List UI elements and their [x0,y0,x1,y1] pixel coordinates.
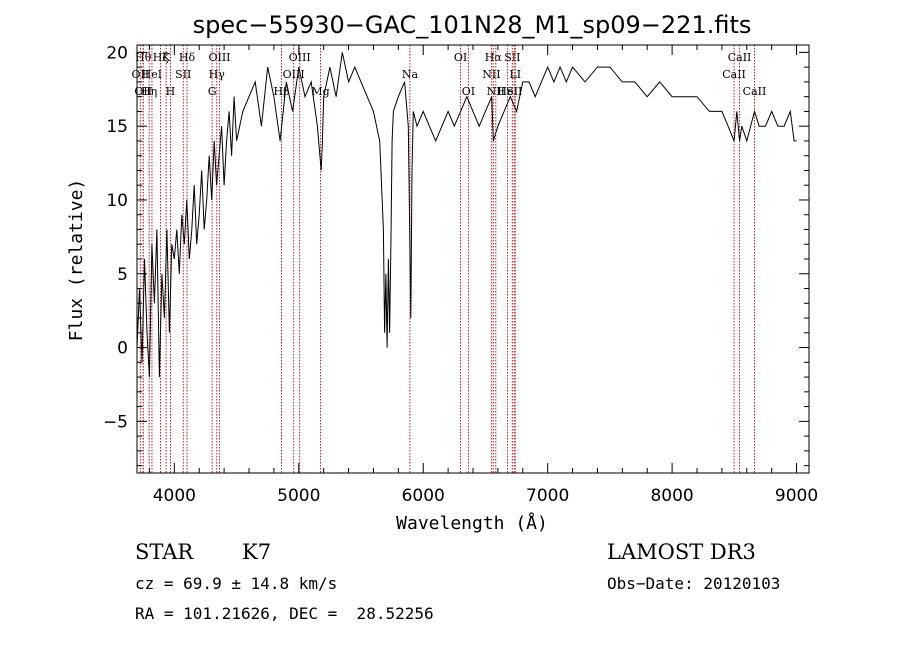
line-marker-label: H [166,85,176,98]
x-tick-label: 4000 [153,486,196,506]
plot-frame [136,44,810,474]
line-marker-label: Hδ [179,51,196,64]
line-marker-label: Hγ [209,68,226,81]
line-marker-label: SII [175,68,191,81]
y-axis-ticks: −5 0 5 10 15 20 [103,43,809,467]
spectrum-plot [136,52,797,378]
survey-name: LAMOST DR3 [607,540,756,564]
line-marker-label: OI [454,51,467,64]
y-axis-label: Flux (relative) [66,179,87,342]
x-tick-label: 6000 [402,486,445,506]
x-axis-ticks: 4000 5000 6000 7000 8000 9000 [148,45,818,506]
observation-date: Obs−Date: 20120103 [607,574,781,593]
line-marker-label: CaII [728,51,752,64]
y-tick-label: 5 [117,265,128,285]
y-tick-label: 0 [117,339,128,359]
x-tick-label: 8000 [650,486,693,506]
x-axis-label: Wavelength (Å) [396,512,548,534]
x-tick-label: 5000 [277,486,320,506]
line-marker-label: K [162,51,171,64]
line-marker-label: OI [462,85,475,98]
line-marker-label: OIII [208,51,230,64]
y-tick-label: 20 [106,43,128,63]
line-marker-label: NII [487,85,505,98]
object-subclass: K7 [242,540,272,564]
y-tick-label: −5 [103,412,128,432]
line-marker-label: Hη [141,85,157,98]
line-marker-label: OII [132,68,150,81]
line-marker-label: OIII [289,51,311,64]
line-marker-label: LI [509,68,521,81]
line-marker-label: Hζ [153,51,169,64]
line-marker-label: Na [402,68,419,81]
line-marker-label: CaII [722,68,746,81]
line-marker-label: SII [504,51,520,64]
x-tick-label: 9000 [775,486,818,506]
line-markers: OIIHθOIIHηHeIHζKHSIIHδGHγOIIIHβOIIIOIIIM… [132,45,767,473]
line-marker-label: OII [134,85,152,98]
chart-title: spec−55930−GAC_101N28_M1_sp09−221.fits [193,11,752,39]
redshift-velocity: cz = 69.9 ± 14.8 km/s [135,574,338,593]
line-marker-label: Mg [311,85,329,98]
line-marker-label: Hα [485,51,503,64]
object-class: STAR [135,540,194,564]
line-marker-label: G [208,85,217,98]
y-tick-label: 10 [106,191,128,211]
spectrum-line [136,52,797,378]
coordinates: RA = 101.21626, DEC = 28.52256 [135,604,434,623]
x-tick-label: 7000 [526,486,569,506]
line-marker-label: HeI [142,68,162,81]
line-marker-label: CaII [743,85,767,98]
line-marker-label: NII [482,68,500,81]
y-tick-label: 15 [106,117,128,137]
line-marker-label: SII [506,85,522,98]
